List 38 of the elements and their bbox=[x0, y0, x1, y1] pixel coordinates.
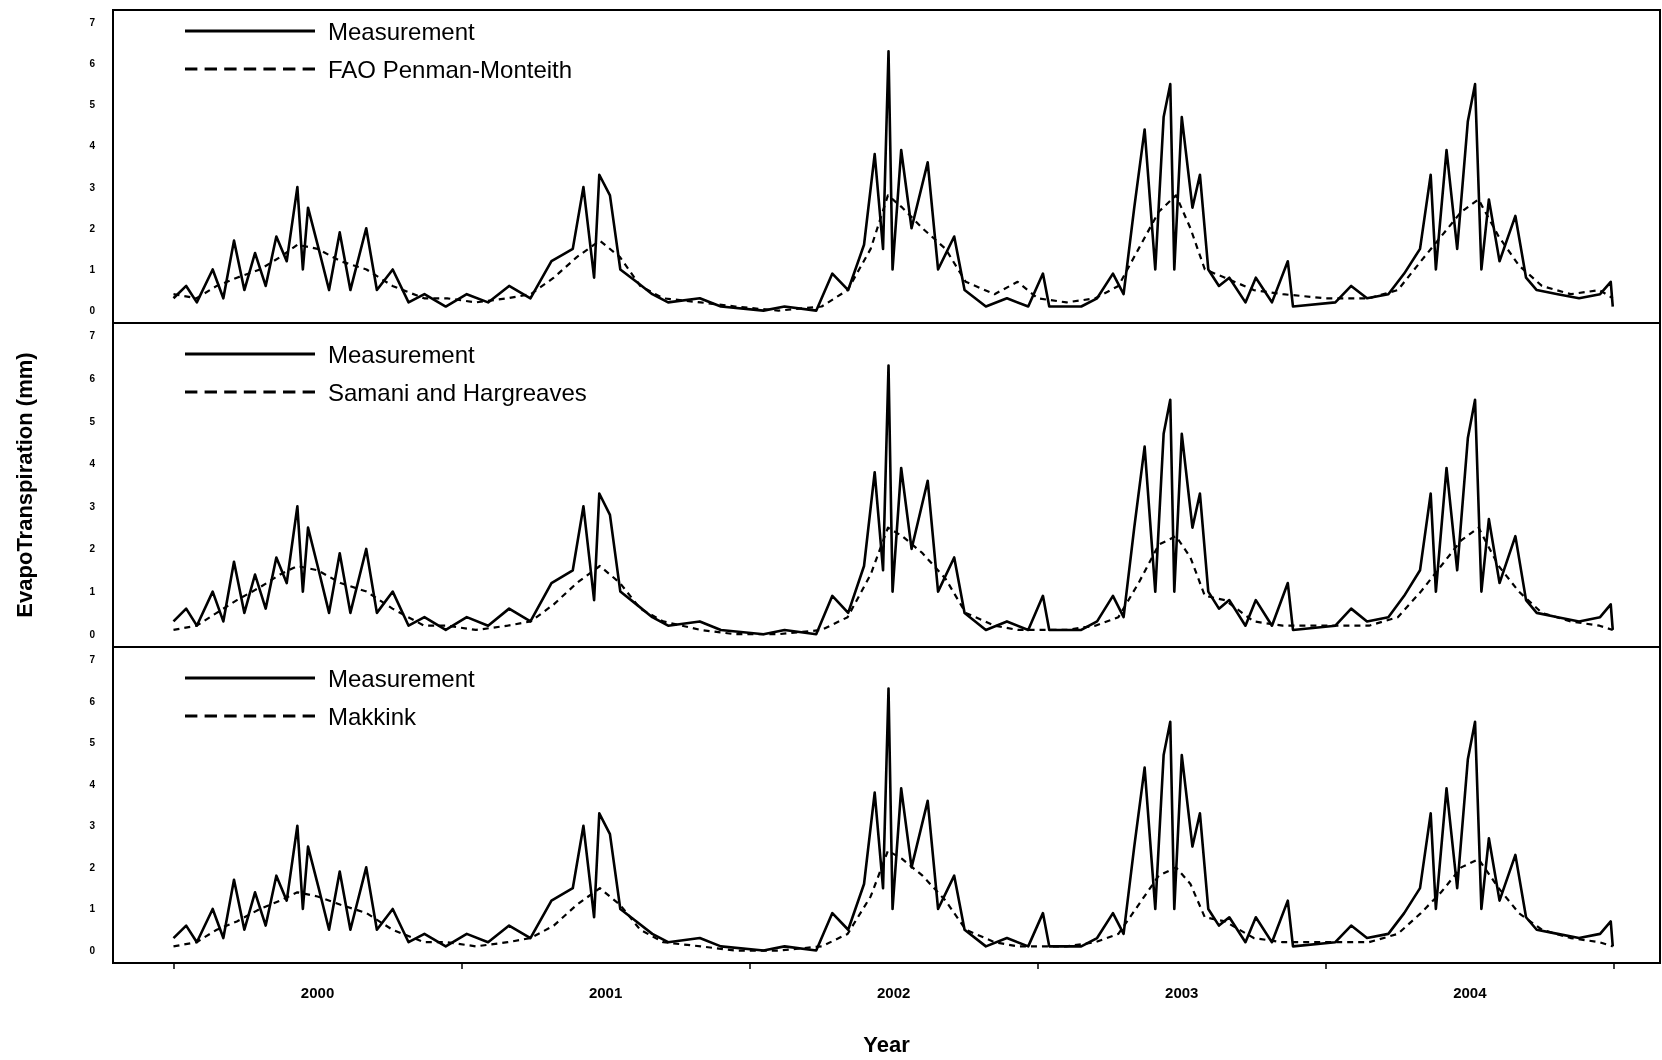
line-series bbox=[172, 49, 1615, 312]
y-tick-label: 2 bbox=[89, 543, 96, 555]
legend-label: FAO Penman-Monteith bbox=[328, 55, 573, 83]
x-axis-title: Year bbox=[863, 1031, 911, 1057]
y-tick-label: 2 bbox=[89, 861, 96, 873]
y-tick-label: 3 bbox=[89, 500, 96, 512]
legend-label: Samani and Hargreaves bbox=[328, 378, 587, 406]
x-tick-label: 2003 bbox=[1165, 984, 1199, 1001]
y-tick-label: 6 bbox=[89, 695, 96, 707]
y-tick-label: 1 bbox=[89, 586, 96, 598]
y-tick-label: 2 bbox=[89, 222, 96, 234]
y-tick-label: 3 bbox=[89, 181, 96, 193]
y-tick-label: 4 bbox=[89, 778, 96, 790]
x-tick-label: 2002 bbox=[877, 984, 911, 1001]
x-tick-label: 2000 bbox=[300, 984, 335, 1001]
y-tick-label: 0 bbox=[89, 628, 96, 640]
y-tick-label: 4 bbox=[89, 458, 96, 470]
y-tick-label: 1 bbox=[89, 263, 96, 275]
y-tick-label: 7 bbox=[89, 16, 96, 28]
legend-label: Measurement bbox=[328, 340, 476, 368]
y-tick-label: 6 bbox=[89, 58, 96, 70]
y-tick-label: 5 bbox=[89, 415, 96, 427]
x-tick-label: 2001 bbox=[588, 984, 623, 1001]
y-tick-label: 5 bbox=[89, 99, 96, 111]
legend-label: Makkink bbox=[328, 702, 418, 730]
y-tick-label: 3 bbox=[89, 820, 96, 832]
y-tick-label: 6 bbox=[89, 372, 96, 384]
x-tick-label: 2004 bbox=[1453, 984, 1488, 1001]
y-tick-label: 7 bbox=[89, 653, 96, 665]
y-tick-label: 5 bbox=[89, 737, 96, 749]
legend-label: Measurement bbox=[328, 17, 476, 45]
legend-label: Measurement bbox=[328, 664, 476, 692]
y-tick-label: 7 bbox=[89, 330, 96, 342]
y-tick-label: 4 bbox=[89, 140, 96, 152]
y-tick-label: 0 bbox=[89, 305, 96, 317]
y-tick-label: 0 bbox=[89, 945, 96, 957]
y-tick-label: 1 bbox=[89, 903, 96, 915]
y-axis-title: EvapoTranspiration (mm) bbox=[11, 352, 37, 618]
